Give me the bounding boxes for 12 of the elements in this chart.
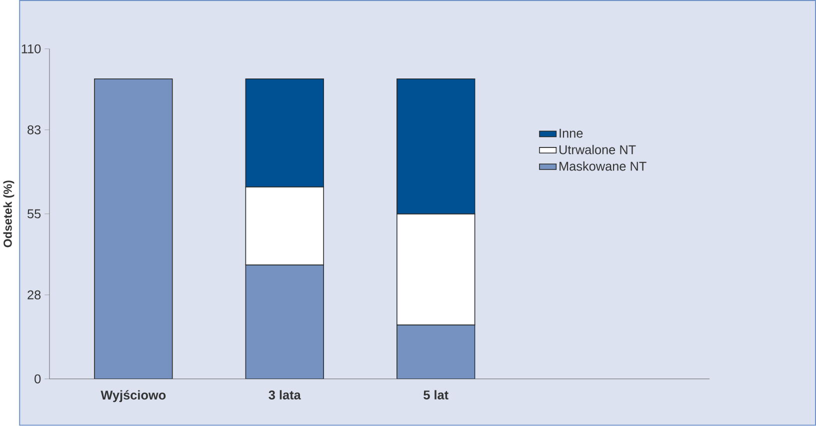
legend-label: Maskowane NT xyxy=(560,162,646,171)
y-tick-label: 55 xyxy=(28,210,41,218)
y-tick-label: 83 xyxy=(28,125,41,134)
y-tick-label: 0 xyxy=(34,374,41,384)
y-axis-title: Odsetek (%) xyxy=(3,180,14,248)
x-tick-label: 5 lat xyxy=(424,390,448,400)
y-tick-label: 110 xyxy=(22,44,41,54)
y-tick-label: 28 xyxy=(28,290,41,300)
legend-label: Inne xyxy=(560,128,583,138)
x-tick-label: 3 lata xyxy=(268,390,301,400)
x-tick-label: Wyjściowo xyxy=(100,390,166,402)
legend-label: Utrwalone NT xyxy=(559,145,636,154)
